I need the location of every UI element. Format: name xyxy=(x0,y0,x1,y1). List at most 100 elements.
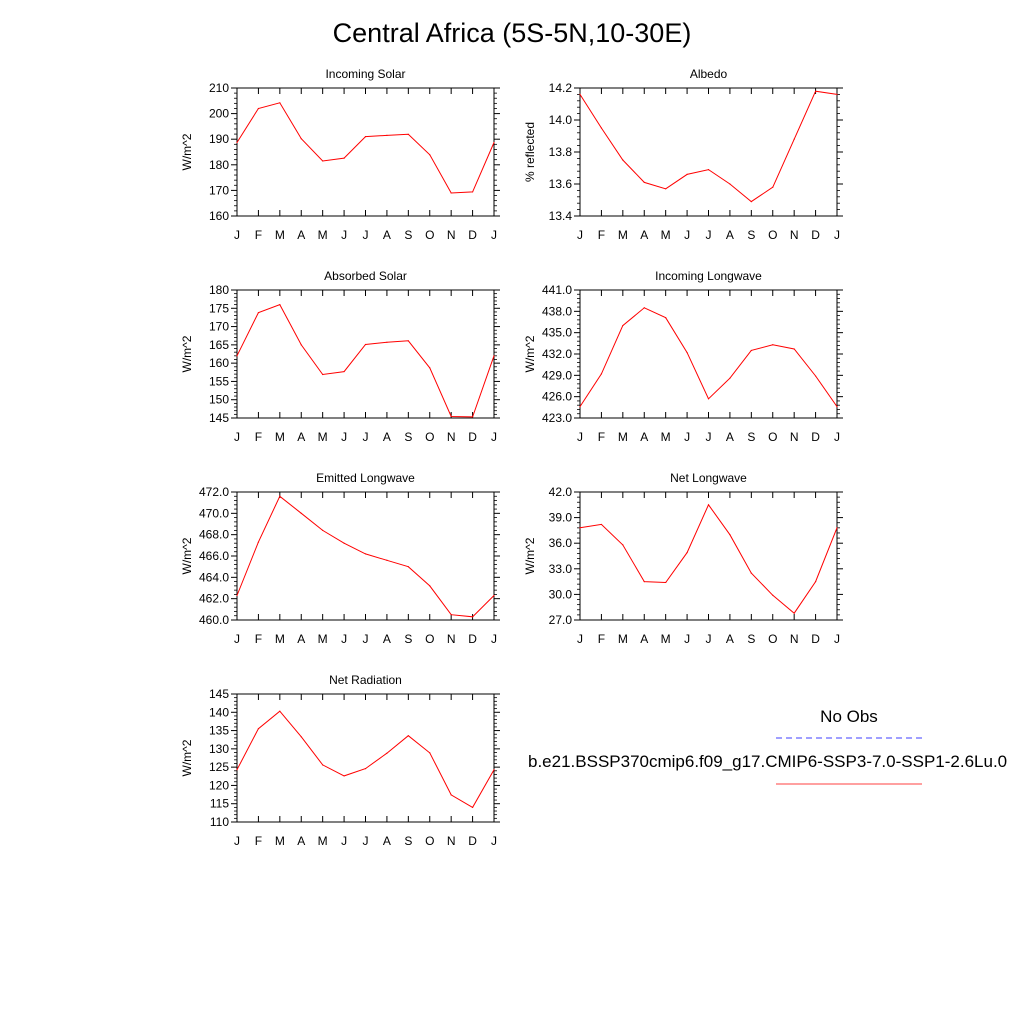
x-tick-label: D xyxy=(811,430,820,444)
x-tick-label: J xyxy=(234,430,240,444)
y-tick-label: 120 xyxy=(209,778,229,792)
y-axis-label: W/m^2 xyxy=(180,335,194,372)
x-tick-label: A xyxy=(726,228,734,242)
plot-frame xyxy=(579,491,838,621)
y-tick-label: 180 xyxy=(209,158,229,172)
y-tick-label: 30.0 xyxy=(549,587,573,601)
data-point xyxy=(707,398,710,400)
data-point xyxy=(643,307,645,309)
panel-title: Emitted Longwave xyxy=(316,471,415,485)
x-tick-label: S xyxy=(404,834,412,848)
data-point xyxy=(407,566,409,568)
x-tick-label: M xyxy=(318,632,328,646)
x-tick-label: F xyxy=(255,228,262,242)
x-tick-label: J xyxy=(577,632,583,646)
x-tick-label: J xyxy=(491,632,497,646)
x-tick-label: F xyxy=(255,834,262,848)
series-line xyxy=(579,503,838,614)
data-point xyxy=(493,141,495,144)
x-tick-label: D xyxy=(468,834,477,848)
y-tick-label: 115 xyxy=(210,797,229,811)
y-tick-label: 150 xyxy=(209,393,229,407)
series-line xyxy=(236,102,495,194)
data-point xyxy=(493,769,495,771)
legend-obs-label: No Obs xyxy=(820,707,878,726)
data-point xyxy=(493,594,495,597)
data-point xyxy=(665,581,667,584)
x-tick-label: S xyxy=(404,430,412,444)
data-point xyxy=(579,406,581,408)
x-tick-label: J xyxy=(363,632,369,646)
y-axis-label: W/m^2 xyxy=(523,335,537,372)
x-tick-label: S xyxy=(747,430,755,444)
x-tick-label: J xyxy=(706,228,712,242)
y-tick-label: 438.0 xyxy=(542,304,572,318)
y-tick-label: 470.0 xyxy=(199,506,229,520)
plot-frame xyxy=(236,693,495,823)
data-point xyxy=(257,107,260,110)
data-point xyxy=(429,585,431,587)
data-point xyxy=(322,160,324,162)
data-point xyxy=(236,594,238,597)
data-point xyxy=(793,348,795,350)
x-tick-label: F xyxy=(255,632,262,646)
x-tick-label: A xyxy=(297,632,305,646)
data-point xyxy=(300,138,302,140)
data-point xyxy=(429,752,431,754)
y-tick-label: 180 xyxy=(209,283,229,297)
data-point xyxy=(793,138,795,140)
data-point xyxy=(793,612,795,614)
y-tick-label: 432.0 xyxy=(542,347,572,361)
y-tick-label: 13.4 xyxy=(549,209,573,223)
x-tick-label: A xyxy=(640,228,648,242)
x-tick-label: A xyxy=(383,430,391,444)
plot-frame xyxy=(236,491,495,621)
x-tick-label: M xyxy=(618,632,628,646)
x-tick-label: J xyxy=(706,632,712,646)
y-tick-label: 200 xyxy=(209,107,229,121)
x-tick-label: N xyxy=(790,228,799,242)
x-tick-label: M xyxy=(275,430,285,444)
data-point xyxy=(386,134,388,136)
data-point xyxy=(579,527,581,529)
y-tick-label: 155 xyxy=(209,374,229,388)
x-tick-label: O xyxy=(425,228,434,242)
data-point xyxy=(814,375,817,377)
x-tick-label: A xyxy=(383,834,391,848)
panel-title: Albedo xyxy=(690,67,728,81)
data-point xyxy=(386,752,388,754)
y-tick-label: 145 xyxy=(209,687,229,701)
data-point xyxy=(665,188,667,190)
x-tick-label: N xyxy=(447,834,456,848)
y-tick-label: 42.0 xyxy=(549,485,573,499)
figure-title: Central Africa (5S-5N,10-30E) xyxy=(332,18,692,48)
data-point xyxy=(772,594,774,596)
data-point xyxy=(300,344,302,346)
y-tick-label: 472.0 xyxy=(199,485,229,499)
data-point xyxy=(814,90,817,92)
x-tick-label: J xyxy=(341,632,347,646)
series-line xyxy=(236,303,495,418)
y-tick-label: 210 xyxy=(209,81,229,95)
x-tick-label: M xyxy=(661,228,671,242)
y-tick-label: 160 xyxy=(209,356,229,370)
data-point xyxy=(493,355,495,357)
data-point xyxy=(686,351,688,354)
x-tick-label: J xyxy=(234,834,240,848)
legend-model-label: b.e21.BSSP370cmip6.f09_g17.CMIP6-SSP3-7.… xyxy=(528,752,1007,771)
y-tick-label: 27.0 xyxy=(549,613,573,627)
x-tick-label: O xyxy=(425,430,434,444)
y-tick-label: 435.0 xyxy=(542,326,572,340)
y-tick-label: 462.0 xyxy=(199,592,229,606)
x-tick-label: J xyxy=(834,632,840,646)
data-point xyxy=(772,186,774,188)
data-point xyxy=(343,775,345,777)
x-tick-label: J xyxy=(684,228,690,242)
panel-title: Net Radiation xyxy=(329,673,402,687)
data-point xyxy=(429,367,431,369)
